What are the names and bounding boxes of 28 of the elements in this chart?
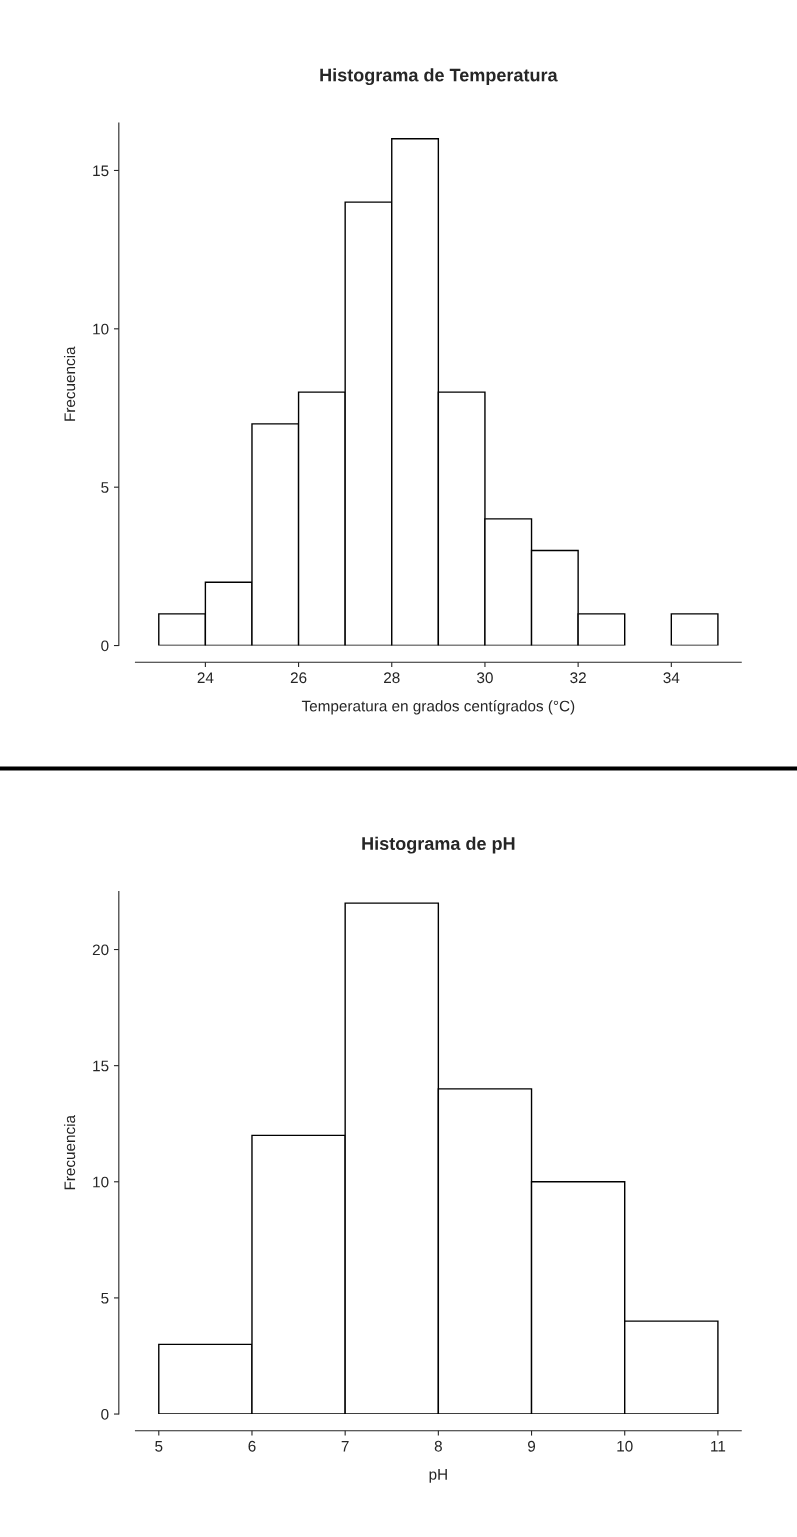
y-tick-label: 20 [92,944,109,956]
x-tick-label: 5 [155,1440,163,1452]
x-tick-label: 28 [384,672,400,684]
chart-title: Histograma de pH [362,836,515,854]
y-tick-label: 10 [93,323,109,335]
y-axis-title: Frecuencia [63,1114,76,1190]
x-tick-label: 11 [711,1440,726,1452]
chart-title: Histograma de Temperatura [320,68,558,86]
y-tick-label: 15 [93,165,109,177]
x-tick-label: 6 [248,1440,256,1452]
x-tick-label: 24 [197,672,214,683]
y-tick-label: 15 [93,1060,109,1072]
x-tick-label: 9 [528,1440,536,1452]
y-tick-label: 5 [101,1292,109,1304]
x-axis-title: Temperatura en grados centígrados (°C) [301,700,575,715]
y-tick-label: 0 [101,640,109,652]
y-tick-label: 10 [93,1176,109,1188]
y-tick-label: 0 [101,1408,109,1420]
x-tick-label: 34 [663,672,680,684]
y-axis-title: Frecuencia [63,346,76,421]
x-tick-label: 8 [434,1440,442,1452]
x-tick-label: 10 [617,1440,633,1452]
y-tick-label: 5 [101,482,109,493]
x-tick-label: 26 [290,672,307,684]
x-tick-label: 30 [477,672,493,684]
x-axis-title: pH [429,1469,447,1483]
x-tick-label: 32 [570,672,586,684]
x-tick-label: 7 [341,1440,349,1452]
